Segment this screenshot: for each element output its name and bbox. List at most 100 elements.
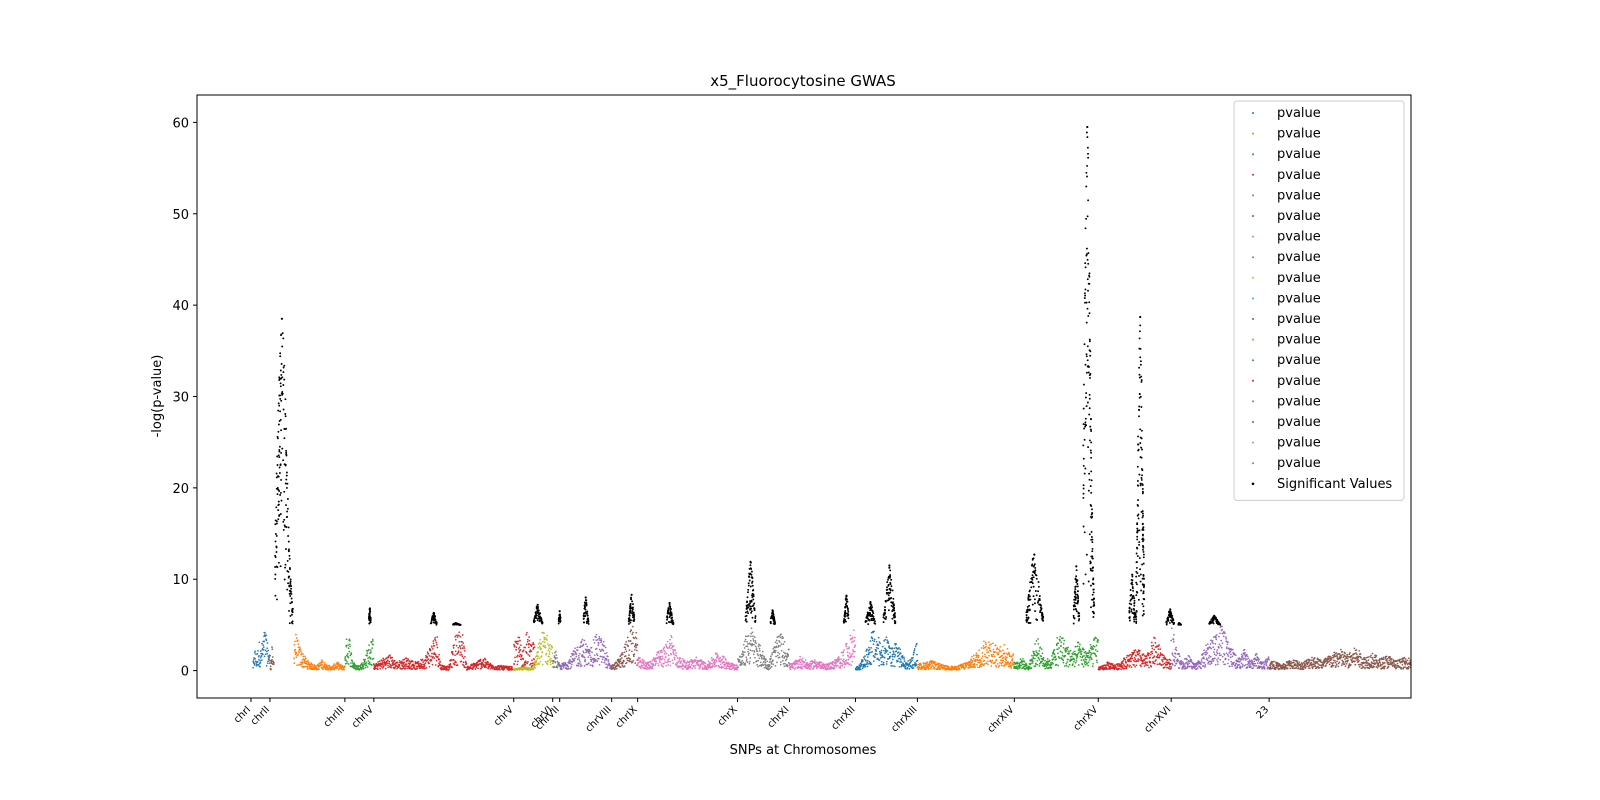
snp-point (252, 666, 254, 669)
snp-point (990, 665, 993, 667)
snp-point (763, 666, 766, 669)
snp-point (1172, 641, 1175, 643)
snp-point (610, 664, 613, 667)
snp-point (1210, 639, 1212, 642)
snp-point (757, 654, 760, 657)
snp-point (906, 667, 909, 670)
snp-point (849, 663, 851, 666)
snp-point (1175, 662, 1178, 665)
snp-point (433, 657, 436, 659)
snp-point (1345, 662, 1348, 665)
snp-point (976, 666, 979, 669)
snp-point (1212, 646, 1215, 648)
snp-point (1262, 661, 1265, 664)
snp-point (1050, 663, 1053, 666)
snp-point (716, 654, 719, 657)
snp-point (887, 642, 890, 644)
snp-point (1225, 638, 1228, 640)
snp-point (318, 668, 320, 671)
snp-point (549, 661, 552, 664)
snp-point (528, 655, 531, 657)
snp-point (710, 662, 713, 665)
snp-point (677, 660, 680, 663)
snp-point (707, 660, 710, 663)
snp-point (995, 651, 998, 654)
snp-point (891, 647, 894, 649)
snp-point (682, 664, 685, 667)
snp-point (893, 665, 896, 668)
snp-point (876, 653, 878, 656)
snp-point (1090, 658, 1093, 661)
snp-point (349, 645, 351, 648)
snp-point (1256, 662, 1259, 665)
snp-point (333, 664, 335, 667)
snp-point (436, 646, 439, 649)
snp-point (337, 663, 339, 666)
snp-point (1207, 657, 1210, 659)
snp-point (420, 664, 423, 667)
snp-point (924, 664, 927, 667)
snp-point (1354, 660, 1356, 663)
snp-point (481, 666, 483, 669)
snp-point (777, 646, 780, 648)
snp-point (996, 663, 999, 665)
snp-point (883, 640, 885, 642)
snp-point (543, 632, 545, 635)
snp-point (1168, 665, 1171, 668)
snp-point (1006, 663, 1008, 666)
snp-point (1025, 664, 1028, 667)
snp-point (663, 649, 665, 652)
snp-point (1335, 652, 1338, 654)
snp-point (268, 662, 271, 664)
snp-point (405, 663, 408, 665)
snp-point (659, 649, 662, 652)
snp-point (511, 666, 513, 669)
snp-point (717, 665, 720, 667)
snp-point (669, 664, 672, 667)
snp-point (1191, 667, 1194, 670)
snp-point (1087, 664, 1089, 667)
snp-point (484, 665, 487, 668)
segment-7 (551, 650, 561, 669)
snp-point (898, 665, 901, 668)
snp-point (776, 636, 779, 638)
snp-point (859, 668, 862, 671)
snp-point (795, 666, 797, 669)
snp-point (780, 661, 782, 663)
snp-point (672, 662, 674, 665)
snp-point (889, 655, 892, 658)
snp-point (578, 659, 581, 661)
snp-point (386, 659, 389, 662)
snp-point (1219, 645, 1222, 647)
snp-point (1036, 663, 1039, 666)
snp-point (533, 665, 536, 667)
snp-point (483, 658, 485, 661)
snp-point (1313, 657, 1316, 659)
snp-point (633, 648, 636, 651)
snp-point (324, 662, 326, 664)
snp-point (685, 662, 688, 665)
snp-point (1018, 663, 1021, 666)
snp-point (1217, 663, 1219, 666)
snp-point (782, 637, 784, 639)
snp-point (875, 650, 878, 652)
snp-point (1000, 664, 1003, 667)
snp-point (347, 663, 350, 665)
snp-point (1340, 648, 1342, 651)
snp-point (798, 663, 800, 665)
snp-point (1086, 662, 1088, 665)
snp-point (581, 645, 584, 648)
snp-point (686, 664, 689, 667)
snp-point (890, 664, 893, 667)
snp-point (1266, 660, 1269, 662)
snp-point (850, 664, 853, 667)
snp-point (1299, 663, 1302, 666)
snp-point (1238, 657, 1241, 659)
snp-point (300, 652, 303, 654)
snp-point (1059, 635, 1061, 638)
snp-point (1038, 665, 1041, 667)
snp-point (425, 667, 428, 669)
snp-point (808, 664, 810, 666)
snp-point (592, 639, 595, 641)
